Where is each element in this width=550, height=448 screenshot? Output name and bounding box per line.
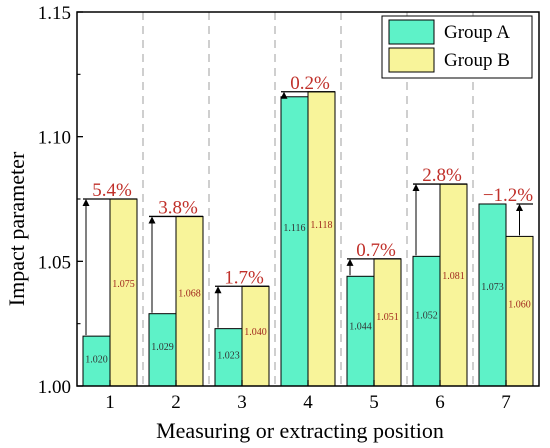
data-label-group-b: 1.060 — [508, 300, 531, 311]
data-label-group-b: 1.118 — [310, 220, 332, 231]
bar-group-b — [505, 235, 534, 387]
y-tick-label: 1.05 — [38, 252, 71, 273]
difference-label: 0.7% — [356, 240, 396, 261]
bar-group-a — [280, 96, 309, 387]
bar-group-a — [412, 255, 441, 387]
data-label-group-a: 1.023 — [217, 350, 240, 361]
x-tick-label: 2 — [171, 392, 181, 413]
data-label-group-a: 1.044 — [349, 322, 372, 333]
difference-arrowhead — [346, 258, 354, 266]
y-tick-label: 1.00 — [38, 377, 71, 398]
bar-group-b — [175, 215, 204, 387]
data-label-group-b: 1.051 — [376, 312, 399, 323]
legend-label: Group B — [444, 50, 510, 71]
x-tick-label: 5 — [369, 392, 379, 413]
x-tick-label: 7 — [501, 392, 511, 413]
difference-arrowhead — [148, 216, 156, 224]
data-label-group-a: 1.029 — [151, 342, 174, 353]
bar-group-b — [307, 91, 336, 387]
difference-label: 0.2% — [290, 73, 330, 94]
legend: Group A Group B — [381, 15, 533, 79]
data-label-group-b: 1.068 — [178, 289, 201, 300]
bar-group-a — [346, 275, 375, 387]
difference-arrowhead — [280, 91, 288, 99]
bar-group-b — [439, 183, 468, 387]
x-tick-label: 1 — [105, 392, 115, 413]
difference-label: 1.7% — [224, 267, 264, 288]
difference-arrowhead — [82, 199, 90, 206]
y-axis-label: Impact parameter — [4, 151, 29, 306]
legend-swatch — [388, 19, 435, 45]
x-tick-label: 6 — [435, 392, 445, 413]
difference-label: 2.8% — [422, 165, 462, 186]
y-tick-label: 1.15 — [38, 3, 71, 24]
data-label-group-b: 1.040 — [244, 327, 267, 338]
bars-layer: 1.020 1.075 1.029 1.068 1.023 1.040 1.116 1.118… — [82, 91, 534, 387]
bar-group-b — [373, 258, 402, 387]
difference-annotations: 5.4% 3.8% 1.7% 0.2% 0.7% 2.8% −1.2% — [82, 73, 533, 336]
data-label-group-a: 1.073 — [481, 282, 504, 293]
difference-label: 3.8% — [158, 197, 198, 218]
difference-arrowhead — [516, 203, 523, 211]
data-label-group-b: 1.075 — [112, 279, 135, 290]
data-label-group-a: 1.052 — [415, 311, 438, 322]
difference-arrowhead — [214, 286, 222, 294]
difference-arrowhead — [412, 184, 420, 192]
legend-label: Group A — [444, 22, 510, 43]
data-label-group-b: 1.081 — [442, 271, 465, 282]
x-tick-label: 4 — [303, 392, 313, 413]
difference-label: 5.4% — [92, 180, 132, 201]
difference-label: −1.2% — [483, 185, 533, 206]
bar-group-b — [109, 198, 138, 387]
data-label-group-a: 1.020 — [85, 355, 108, 366]
x-tick-label: 3 — [237, 392, 247, 413]
bar-group-a — [478, 203, 507, 387]
y-tick-label: 1.10 — [38, 128, 71, 149]
data-label-group-a: 1.116 — [283, 223, 305, 234]
x-axis: 1 2 3 4 5 6 7 — [105, 380, 511, 413]
x-axis-label: Measuring or extracting position — [156, 418, 444, 443]
y-axis: 1.00 1.05 1.10 1.15 — [38, 3, 83, 398]
legend-swatch — [388, 47, 435, 73]
